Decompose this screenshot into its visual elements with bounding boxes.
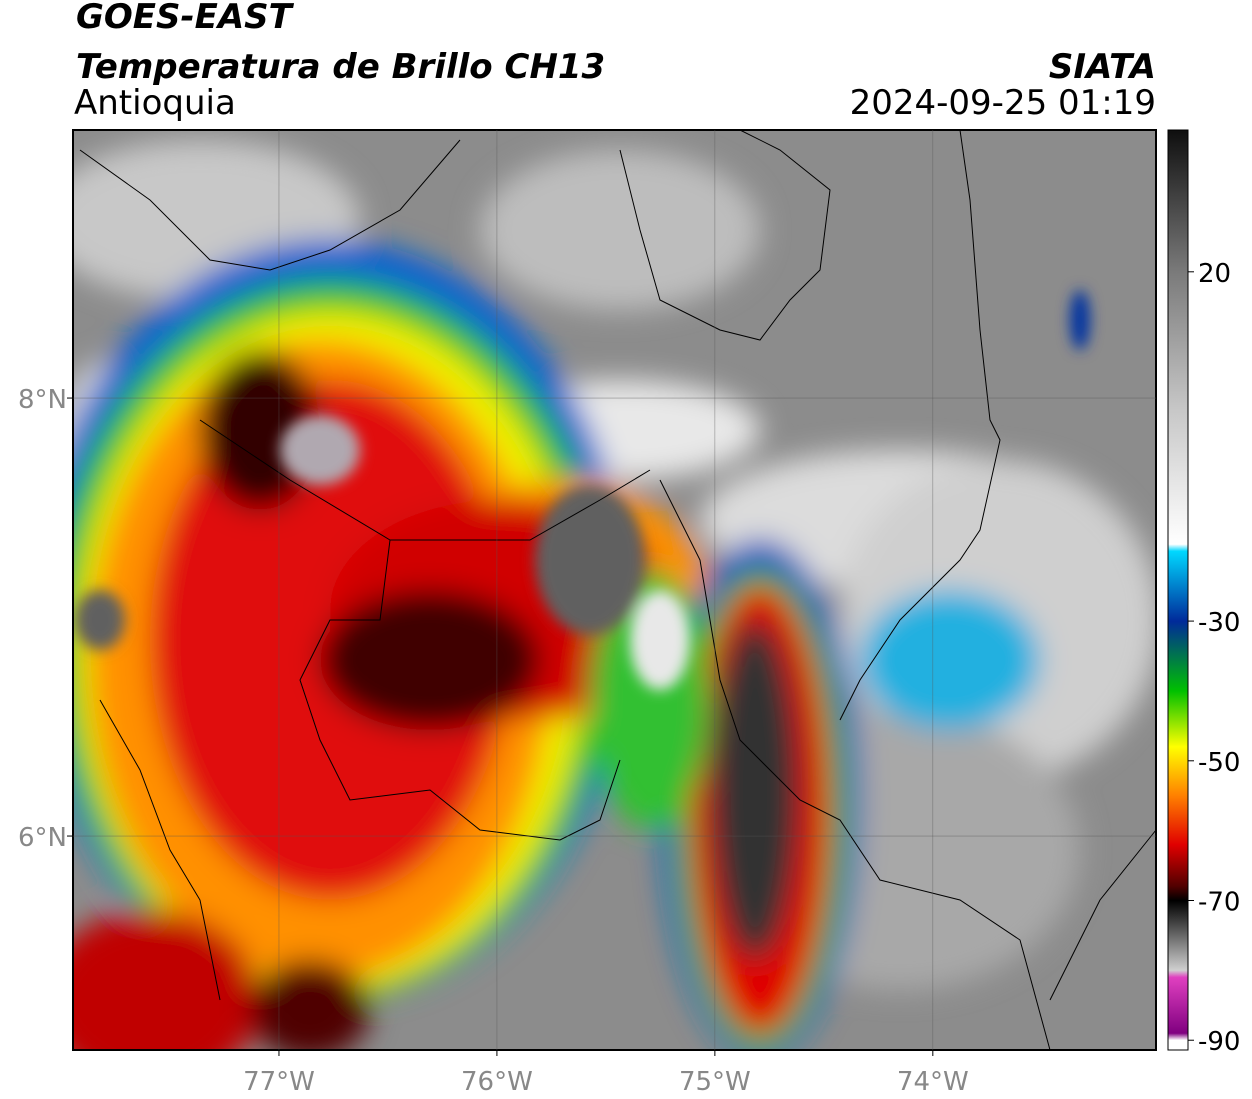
y-tick-label: 6°N — [18, 823, 67, 853]
colorbar-tick-label: -70 — [1198, 888, 1240, 918]
colorbar — [1167, 129, 1189, 1051]
colorbar-tick-label: 20 — [1198, 259, 1231, 289]
y-tick-label: 8°N — [18, 385, 67, 415]
timestamp: 2024-09-25 01:19 — [850, 83, 1156, 123]
x-tick-label: 75°W — [679, 1067, 751, 1097]
x-tick-label: 77°W — [243, 1067, 315, 1097]
map-frame — [72, 129, 1157, 1051]
colorbar-tick-label: -30 — [1198, 608, 1240, 638]
colorbar-tick-label: -50 — [1198, 748, 1240, 778]
satellite-image — [73, 130, 1156, 1050]
agency: SIATA — [1049, 47, 1156, 87]
x-tick-label: 74°W — [897, 1067, 969, 1097]
subtitle: Temperatura de Brillo CH13 — [76, 47, 605, 87]
region: Antioquia — [74, 83, 236, 123]
title: GOES-EAST — [76, 0, 295, 37]
colorbar-tick-label: -90 — [1198, 1027, 1240, 1057]
x-tick-label: 76°W — [461, 1067, 533, 1097]
